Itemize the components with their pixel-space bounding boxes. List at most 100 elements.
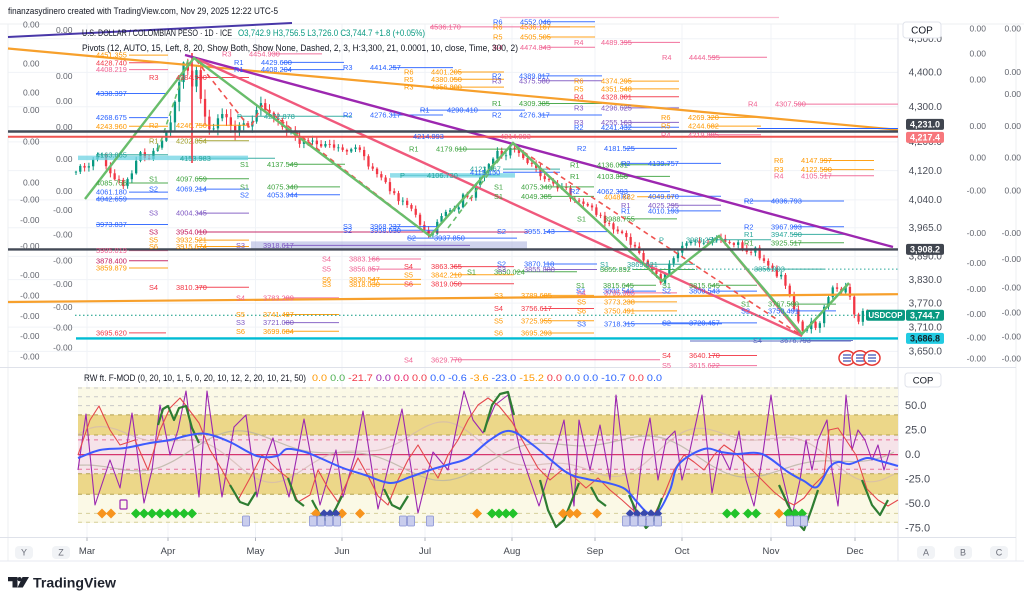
svg-text:R6: R6 bbox=[493, 23, 502, 32]
svg-text:May: May bbox=[247, 546, 265, 557]
svg-text:R2: R2 bbox=[744, 197, 753, 206]
svg-text:4276.317: 4276.317 bbox=[370, 111, 401, 120]
svg-text:S2: S2 bbox=[662, 319, 671, 328]
svg-text:4,231.0: 4,231.0 bbox=[910, 120, 940, 130]
svg-text:3855.880: 3855.880 bbox=[524, 265, 555, 274]
svg-text:S3: S3 bbox=[577, 319, 586, 328]
svg-text:-0.00: -0.00 bbox=[20, 331, 40, 341]
svg-text:3,830.0: 3,830.0 bbox=[909, 275, 943, 286]
svg-text:3800.543: 3800.543 bbox=[603, 287, 634, 296]
svg-text:S3: S3 bbox=[236, 318, 245, 327]
svg-text:finanzasydinero created with T: finanzasydinero created with TradingView… bbox=[8, 6, 278, 17]
svg-text:-0.00: -0.00 bbox=[1002, 354, 1022, 364]
svg-text:3973.837: 3973.837 bbox=[96, 220, 127, 229]
svg-text:3818.030: 3818.030 bbox=[349, 280, 380, 289]
svg-text:Jul: Jul bbox=[419, 546, 431, 557]
svg-text:P: P bbox=[659, 235, 664, 244]
svg-text:TradingView: TradingView bbox=[33, 575, 116, 591]
svg-text:3918.617: 3918.617 bbox=[263, 241, 294, 250]
svg-text:4010.193: 4010.193 bbox=[648, 207, 679, 216]
svg-text:3855.892: 3855.892 bbox=[600, 265, 631, 274]
svg-text:R2: R2 bbox=[577, 144, 586, 153]
svg-text:4106.730: 4106.730 bbox=[427, 171, 458, 180]
svg-text:4,040.0: 4,040.0 bbox=[909, 195, 943, 206]
svg-text:-0.00: -0.00 bbox=[53, 302, 73, 312]
svg-text:0.00: 0.00 bbox=[23, 19, 40, 29]
svg-text:0.0 0.0 -21.7 0.0 0.0 0.0 0.0: 0.0 0.0 -21.7 0.0 0.0 0.0 0.0 -0.6 -3.6 … bbox=[312, 373, 662, 383]
svg-text:4219.885: 4219.885 bbox=[688, 130, 719, 139]
svg-text:4268.675: 4268.675 bbox=[96, 113, 127, 122]
svg-text:4536.167: 4536.167 bbox=[520, 23, 551, 32]
svg-text:-50.0: -50.0 bbox=[905, 498, 930, 510]
svg-text:4048.662: 4048.662 bbox=[604, 192, 635, 201]
svg-text:S4: S4 bbox=[404, 355, 413, 364]
svg-text:3767.590: 3767.590 bbox=[768, 300, 799, 309]
svg-text:4,300.0: 4,300.0 bbox=[909, 102, 943, 113]
svg-text:3859.879: 3859.879 bbox=[96, 264, 127, 273]
svg-text:R2: R2 bbox=[149, 121, 158, 130]
svg-text:4103.856: 4103.856 bbox=[597, 172, 628, 181]
svg-text:R1: R1 bbox=[492, 99, 501, 108]
svg-text:4075.340: 4075.340 bbox=[521, 183, 552, 192]
svg-text:-0.00: -0.00 bbox=[53, 279, 73, 289]
svg-text:4351.548: 4351.548 bbox=[601, 85, 632, 94]
svg-text:4505.505: 4505.505 bbox=[520, 33, 551, 42]
svg-text:R1: R1 bbox=[621, 207, 630, 216]
svg-text:3915.674: 3915.674 bbox=[176, 242, 207, 251]
svg-text:S2: S2 bbox=[497, 227, 506, 236]
svg-text:-0.00: -0.00 bbox=[20, 215, 40, 225]
svg-text:S1: S1 bbox=[467, 267, 476, 276]
svg-text:R4: R4 bbox=[574, 92, 583, 101]
svg-text:4075.340: 4075.340 bbox=[267, 183, 298, 192]
svg-text:-0.00: -0.00 bbox=[20, 291, 40, 301]
svg-text:4246.750: 4246.750 bbox=[176, 121, 207, 130]
svg-text:4296.625: 4296.625 bbox=[601, 104, 632, 113]
svg-text:R1: R1 bbox=[570, 160, 579, 169]
svg-text:0.00: 0.00 bbox=[1004, 153, 1021, 163]
svg-text:Dec: Dec bbox=[847, 546, 864, 557]
svg-text:S2: S2 bbox=[576, 287, 585, 296]
svg-text:3640.170: 3640.170 bbox=[689, 351, 720, 360]
svg-text:3756.617: 3756.617 bbox=[521, 304, 552, 313]
svg-text:3968.237: 3968.237 bbox=[370, 222, 401, 231]
svg-text:R6: R6 bbox=[493, 17, 502, 26]
svg-text:4408.219: 4408.219 bbox=[96, 65, 127, 74]
svg-text:4179.610: 4179.610 bbox=[436, 145, 467, 154]
svg-text:4384.930: 4384.930 bbox=[176, 73, 207, 82]
svg-text:4356.800: 4356.800 bbox=[431, 83, 462, 92]
svg-text:R4: R4 bbox=[574, 38, 583, 47]
svg-text:3720.457: 3720.457 bbox=[689, 319, 720, 328]
svg-text:0.00: 0.00 bbox=[969, 153, 986, 163]
svg-text:S6: S6 bbox=[149, 242, 158, 251]
svg-text:4049.670: 4049.670 bbox=[648, 192, 679, 201]
svg-text:4053.944: 4053.944 bbox=[267, 190, 298, 199]
svg-text:-0.00: -0.00 bbox=[20, 351, 40, 361]
svg-text:-0.00: -0.00 bbox=[53, 205, 73, 215]
svg-text:R3: R3 bbox=[149, 73, 158, 82]
svg-text:3870.118: 3870.118 bbox=[524, 260, 554, 269]
svg-text:4408.204: 4408.204 bbox=[261, 65, 292, 74]
svg-text:R3: R3 bbox=[404, 83, 413, 92]
svg-text:0.00: 0.00 bbox=[56, 71, 73, 81]
svg-text:4552.046: 4552.046 bbox=[520, 17, 551, 26]
svg-text:3,710.0: 3,710.0 bbox=[909, 322, 943, 333]
svg-text:Oct: Oct bbox=[675, 546, 690, 557]
svg-text:R1: R1 bbox=[149, 136, 158, 145]
svg-text:4290.410: 4290.410 bbox=[447, 106, 478, 115]
svg-text:3810.370: 3810.370 bbox=[176, 283, 207, 292]
svg-text:R1: R1 bbox=[570, 172, 579, 181]
svg-text:-0.00: -0.00 bbox=[967, 258, 987, 268]
svg-text:S3: S3 bbox=[149, 209, 158, 218]
svg-text:4025.295: 4025.295 bbox=[648, 201, 679, 210]
svg-text:4,400.0: 4,400.0 bbox=[909, 68, 943, 79]
svg-text:S1: S1 bbox=[576, 281, 585, 290]
svg-text:-0.00: -0.00 bbox=[1002, 254, 1022, 264]
svg-text:Nov: Nov bbox=[763, 546, 780, 557]
svg-text:-0.00: -0.00 bbox=[1002, 307, 1022, 317]
svg-text:R2: R2 bbox=[492, 111, 501, 120]
svg-text:4214.993: 4214.993 bbox=[413, 132, 444, 141]
svg-text:R3: R3 bbox=[492, 76, 501, 85]
svg-text:0.00: 0.00 bbox=[56, 186, 73, 196]
svg-text:S1: S1 bbox=[741, 300, 750, 309]
svg-text:S1: S1 bbox=[600, 260, 609, 269]
